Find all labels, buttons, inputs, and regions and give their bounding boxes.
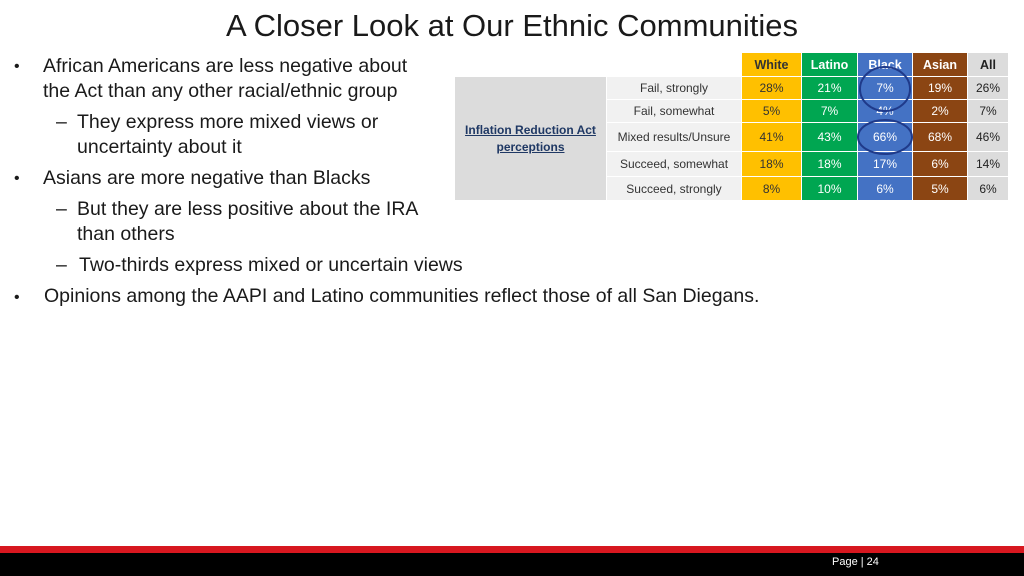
bullet-text: the Act than any other racial/ethnic gro…: [43, 80, 398, 102]
highlight-circle-black-fail: [859, 66, 911, 112]
sub-bullet-text: But they are less positive about the IRA: [77, 198, 419, 220]
table-cell: 26%: [968, 77, 1008, 99]
sub-bullet-marker: –: [56, 111, 67, 133]
table-cell: 2%: [913, 100, 967, 122]
group-label-text: Inflation Reduction Act perceptions: [465, 122, 596, 154]
footer-bar: [0, 553, 1024, 576]
sub-bullet-marker: –: [56, 198, 67, 220]
highlight-annotations: [857, 66, 913, 155]
bullet-marker: •: [14, 289, 20, 306]
table-cell: 28%: [742, 77, 801, 99]
page-number: Page | 24: [832, 556, 879, 568]
table-cell: 18%: [742, 152, 801, 176]
column-header-latino: Latino: [802, 53, 857, 76]
slide-title: A Closer Look at Our Ethnic Communities: [225, 8, 799, 43]
table-cell: 6%: [913, 152, 967, 176]
table-group-label: Inflation Reduction Act perceptions: [455, 77, 606, 200]
sub-bullet-text: Two-thirds express mixed or uncertain vi…: [79, 254, 463, 276]
table-cell: 5%: [742, 100, 801, 122]
column-header-asian: Asian: [913, 53, 967, 76]
row-label: Mixed results/Unsure: [607, 123, 741, 151]
bullet-text: Asians are more negative than Blacks: [43, 167, 371, 189]
table-cell: 17%: [858, 152, 912, 176]
highlight-circle-black-mixed: [857, 119, 913, 155]
table-cell: 41%: [742, 123, 801, 151]
sub-bullet-text: than others: [77, 223, 175, 245]
sub-bullet-text: They express more mixed views or: [77, 111, 379, 133]
bullet-text: African Americans are less negative abou…: [43, 55, 408, 77]
table-cell: 21%: [802, 77, 857, 99]
column-header-white: White: [742, 53, 801, 76]
row-label: Fail, strongly: [607, 77, 741, 99]
column-header-all: All: [968, 53, 1008, 76]
table-cell: 18%: [802, 152, 857, 176]
sub-bullet-text: uncertainty about it: [77, 136, 242, 158]
table-cell: 7%: [858, 77, 912, 99]
table-cell: 7%: [968, 100, 1008, 122]
footer-accent-bar: [0, 546, 1024, 553]
table-cell: 66%: [858, 123, 912, 151]
table-cell: 6%: [858, 177, 912, 200]
bullet-marker: •: [14, 58, 20, 75]
row-label: Fail, somewhat: [607, 100, 741, 122]
table-cell: 43%: [802, 123, 857, 151]
row-label: Succeed, strongly: [607, 177, 741, 200]
table-cell: 19%: [913, 77, 967, 99]
table-cell: 8%: [742, 177, 801, 200]
table-cell: 5%: [913, 177, 967, 200]
bullet-marker: •: [14, 170, 20, 187]
row-label: Succeed, somewhat: [607, 152, 741, 176]
table-cell: 7%: [802, 100, 857, 122]
column-header-black: Black: [858, 53, 912, 76]
table-cell: 46%: [968, 123, 1008, 151]
table-cell: 14%: [968, 152, 1008, 176]
bullet-text: Opinions among the AAPI and Latino commu…: [44, 285, 760, 307]
table-cell: 68%: [913, 123, 967, 151]
table-cell: 10%: [802, 177, 857, 200]
table-cell: 6%: [968, 177, 1008, 200]
sub-bullet-marker: –: [56, 254, 67, 276]
